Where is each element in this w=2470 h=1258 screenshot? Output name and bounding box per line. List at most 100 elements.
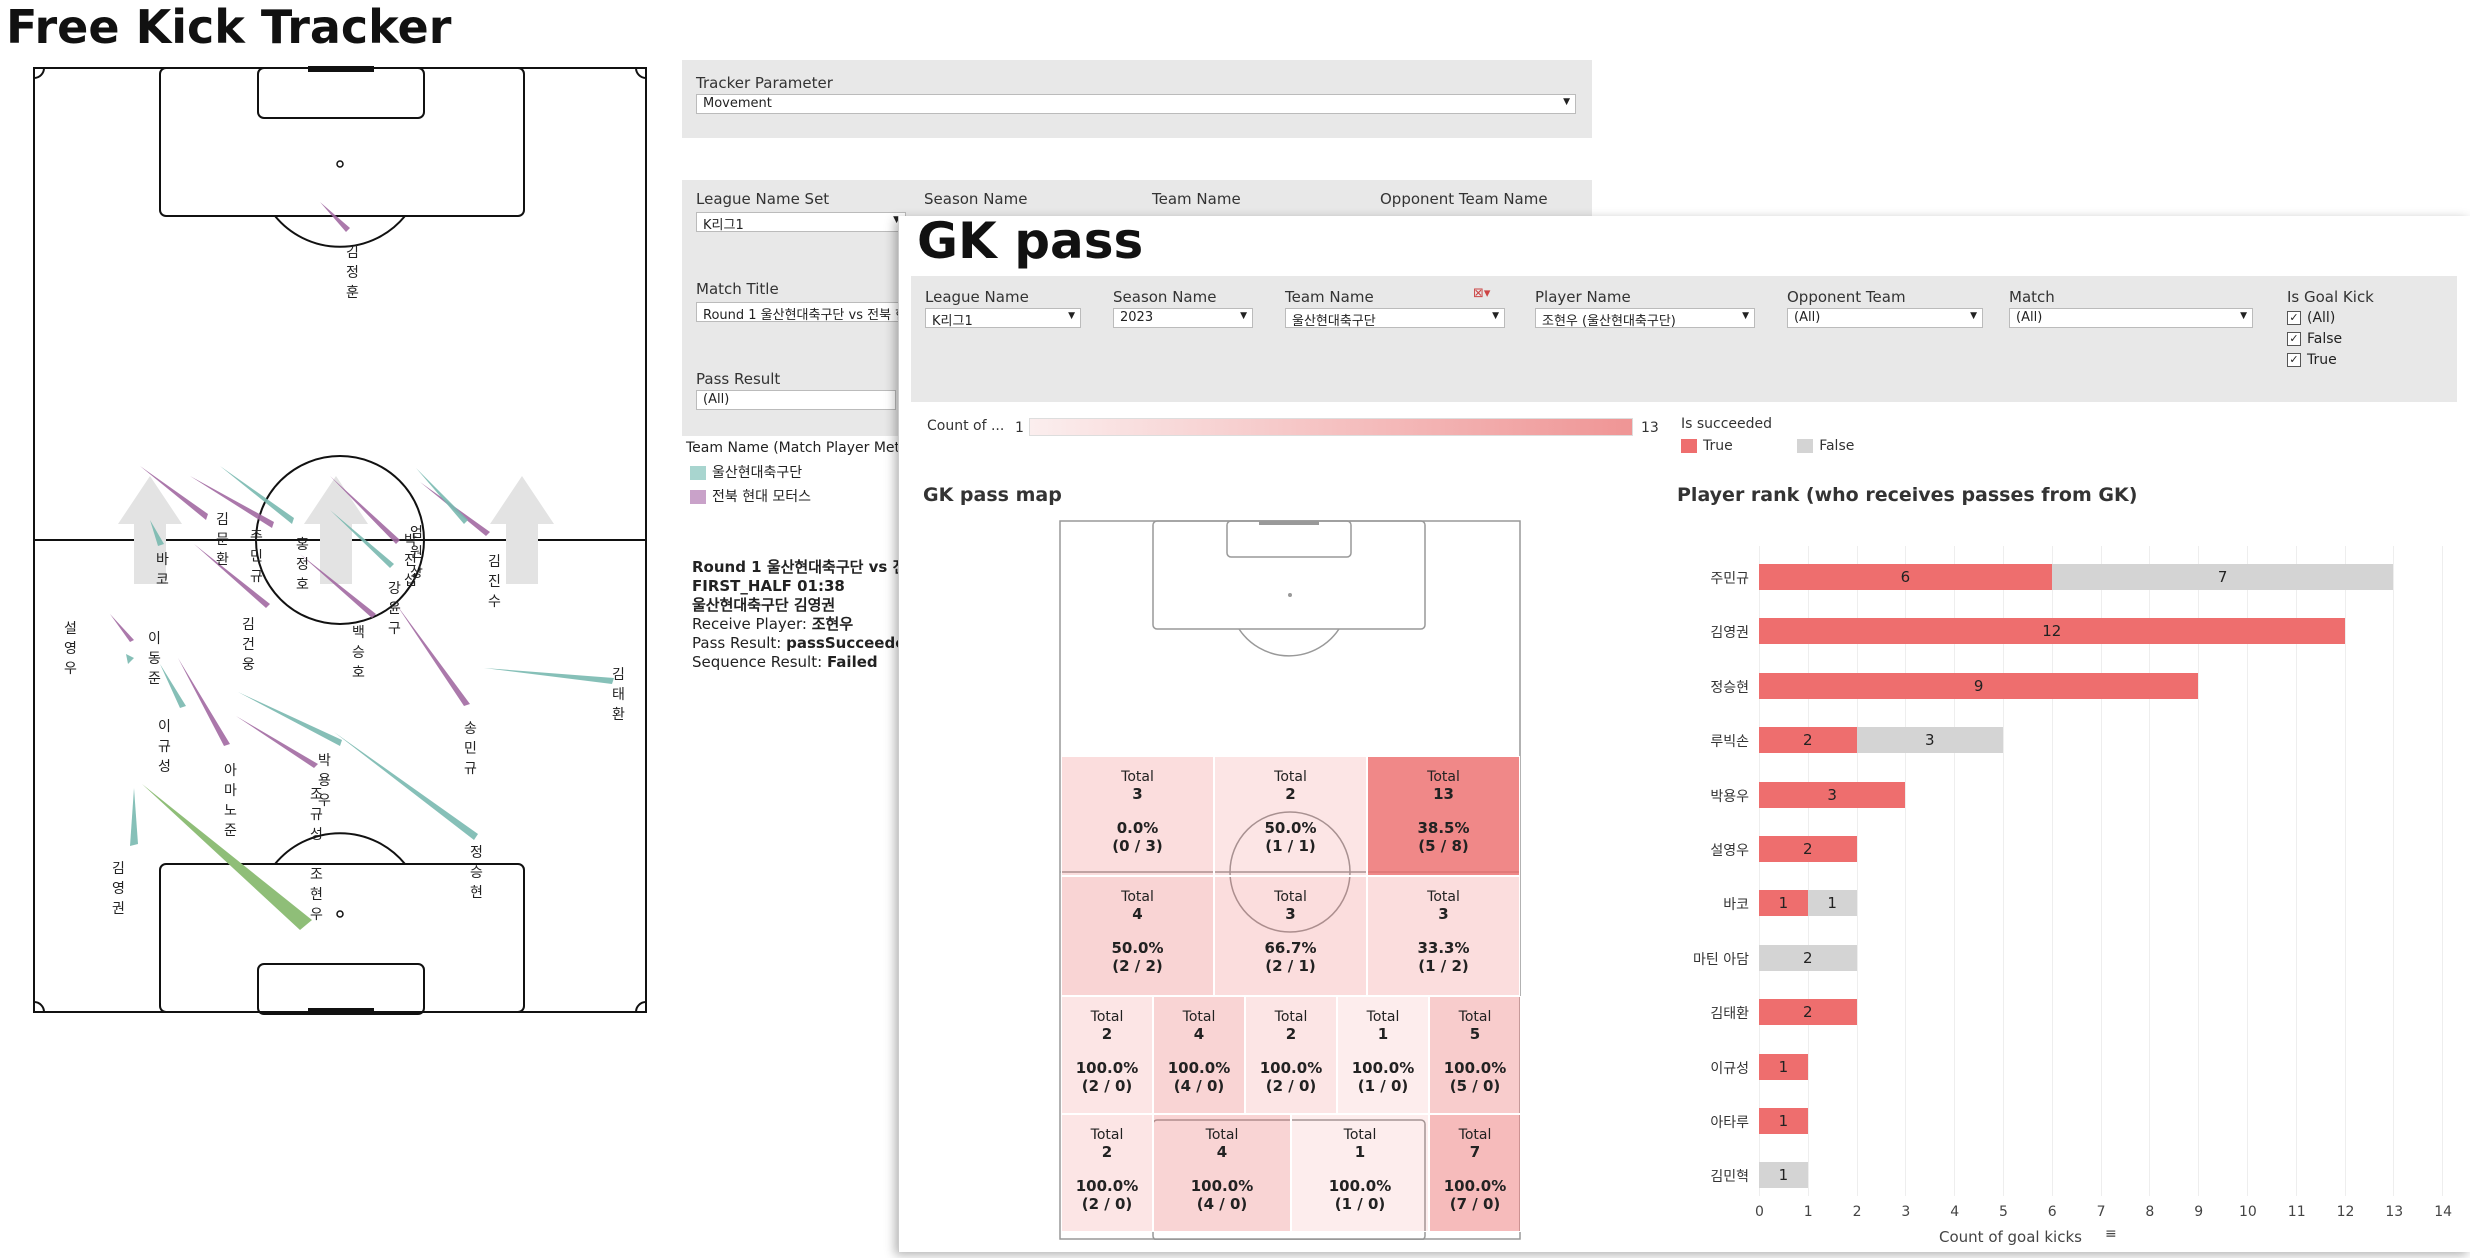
gk-season-label: Season Name xyxy=(1113,288,1217,306)
pass-zone-cell[interactable]: Total 4 100.0% (4 / 0) xyxy=(1153,996,1245,1114)
zone-total-label: Total xyxy=(1458,1009,1492,1025)
zone-total-value: 7 xyxy=(1469,1143,1481,1161)
pass-zone-cell[interactable]: Total 1 100.0% (1 / 0) xyxy=(1291,1114,1429,1232)
bar-value-label: 1 xyxy=(1778,1057,1789,1076)
rank-bar-false[interactable]: 1 xyxy=(1759,1162,1808,1189)
pass-zone-cell[interactable]: Total 2 100.0% (2 / 0) xyxy=(1245,996,1337,1114)
team-legend-item[interactable]: 전북 현대 모터스 xyxy=(690,486,896,506)
zone-total-value: 4 xyxy=(1193,1025,1205,1043)
zone-total-label: Total xyxy=(1274,769,1307,785)
player-label: 조규성 xyxy=(310,787,323,843)
pass-zone-cell[interactable]: Total 4 50.0% (2 / 2) xyxy=(1061,876,1214,996)
bar-value-label: 1 xyxy=(1778,1166,1789,1185)
rank-player-label: 마틴 아담 xyxy=(1693,951,1749,968)
zone-total-label: Total xyxy=(1458,1127,1492,1143)
player-label: 김진수 xyxy=(488,554,501,610)
clear-filter-icon[interactable]: ⊠▾ xyxy=(1473,286,1491,301)
rank-bar-true[interactable]: 1 xyxy=(1759,1053,1808,1080)
player-rank-title: Player rank (who receives passes from GK… xyxy=(1677,484,2138,506)
zone-total-label: Total xyxy=(1366,1009,1400,1025)
rank-player-label: 정승현 xyxy=(1710,679,1749,696)
rank-bar-false[interactable]: 2 xyxy=(1759,944,1857,971)
tracker-parameter-panel: Tracker Parameter Movement ▼ xyxy=(682,60,1592,138)
pass-zone-cell[interactable]: Total 2 100.0% (2 / 0) xyxy=(1061,1114,1153,1232)
gk-team-select[interactable]: 울산현대축구단 ▼ xyxy=(1285,308,1505,328)
pass-zone-cell[interactable]: Total 2 50.0% (1 / 1) xyxy=(1214,756,1367,876)
player-label: 이동준 xyxy=(148,631,161,687)
rank-bar-true[interactable]: 2 xyxy=(1759,999,1857,1026)
pass-zone-cell[interactable]: Total 5 100.0% (5 / 0) xyxy=(1429,996,1521,1114)
zone-success-ratio: (2 / 0) xyxy=(1265,1077,1317,1095)
league-name-set-select[interactable]: K리그1 ▼ xyxy=(696,212,906,232)
team-legend: Team Name (Match Player Met 울산현대축구단 전북 현… xyxy=(686,440,900,510)
gk-player-select[interactable]: 조현우 (울산현대축구단) ▼ xyxy=(1535,308,1755,328)
goal-kick-option-false[interactable]: ✓ False xyxy=(2287,329,2342,350)
team-color-swatch xyxy=(690,466,706,480)
goal-kick-option-all[interactable]: ✓ (All) xyxy=(2287,308,2342,329)
pass-zone-cell[interactable]: Total 7 100.0% (7 / 0) xyxy=(1429,1114,1521,1232)
player-label: 이규성 xyxy=(158,719,171,775)
match-title-label: Match Title xyxy=(696,280,779,298)
team-legend-title: Team Name (Match Player Met xyxy=(686,440,901,456)
pass-zone-cell[interactable]: Total 2 100.0% (2 / 0) xyxy=(1061,996,1153,1114)
rank-player-label: 바코 xyxy=(1723,897,1749,914)
rank-bar-true[interactable]: 1 xyxy=(1759,1108,1808,1134)
rank-bar-true[interactable]: 6 xyxy=(1759,564,2052,590)
gk-season-select[interactable]: 2023 ▼ xyxy=(1113,308,1253,328)
grid-line xyxy=(1856,546,1858,1196)
team-legend-item[interactable]: 울산현대축구단 xyxy=(690,462,896,482)
zone-success-pct: 100.0% xyxy=(1443,1059,1507,1077)
pass-info-panel: Round 1 울산현대축구단 vs 전북 FIRST_HALF 01:38 울… xyxy=(692,558,920,672)
rank-bar-true[interactable]: 9 xyxy=(1759,672,2199,699)
pass-zone-cell[interactable]: Total 3 66.7% (2 / 1) xyxy=(1214,876,1367,996)
gk-league-select[interactable]: K리그1 ▼ xyxy=(925,308,1081,328)
zone-success-pct: 100.0% xyxy=(1443,1177,1507,1195)
rank-bar-true[interactable]: 1 xyxy=(1759,890,1808,917)
legend-true-item[interactable]: True xyxy=(1681,438,1733,454)
pass-zone-cell[interactable]: Total 3 33.3% (1 / 2) xyxy=(1367,876,1520,996)
x-tick-label: 10 xyxy=(2239,1204,2257,1220)
zone-success-pct: 100.0% xyxy=(1190,1177,1254,1195)
gk-opponent-select[interactable]: (All) ▼ xyxy=(1787,308,1983,328)
rank-bar-false[interactable]: 7 xyxy=(2051,564,2394,590)
free-kick-pitch[interactable] xyxy=(30,64,652,1018)
zone-total-label: Total xyxy=(1121,769,1154,785)
gk-match-select[interactable]: (All) ▼ xyxy=(2009,308,2253,328)
rank-bar-false[interactable]: 3 xyxy=(1856,727,2003,754)
bar-value-label: 7 xyxy=(2217,568,2228,586)
zone-success-pct: 100.0% xyxy=(1075,1059,1139,1077)
grid-line xyxy=(2344,546,2346,1196)
rank-bar-true[interactable]: 3 xyxy=(1759,781,1906,808)
zone-success-ratio: (5 / 0) xyxy=(1449,1077,1501,1095)
rank-bar-true[interactable]: 2 xyxy=(1759,836,1857,862)
player-label: 주민규 xyxy=(250,529,263,585)
zone-total-value: 2 xyxy=(1285,1025,1297,1043)
tracker-parameter-label: Tracker Parameter xyxy=(696,74,833,92)
legend-false-item[interactable]: False xyxy=(1797,438,1854,454)
rank-bar-false[interactable]: 1 xyxy=(1807,890,1857,917)
count-legend-min: 1 xyxy=(1015,420,1024,436)
x-tick-label: 0 xyxy=(1755,1204,1764,1220)
zone-success-pct: 0.0% xyxy=(1116,819,1159,837)
rank-bar-true[interactable]: 12 xyxy=(1759,618,2345,645)
tracker-parameter-select[interactable]: Movement ▼ xyxy=(696,94,1576,114)
count-legend: Count of ... 1 13 xyxy=(927,418,1659,436)
bar-value-label: 1 xyxy=(1827,894,1837,913)
zone-total-label: Total xyxy=(1274,889,1307,905)
pass-zone-cell[interactable]: Total 1 100.0% (1 / 0) xyxy=(1337,996,1429,1114)
player-label: 엄원상 xyxy=(410,525,423,581)
sort-icon[interactable]: ≡ xyxy=(2105,1226,2117,1242)
rank-bar-true[interactable]: 2 xyxy=(1759,727,1857,754)
pass-zone-cell[interactable]: Total 3 0.0% (0 / 3) xyxy=(1061,756,1214,876)
match-title-select[interactable]: Round 1 울산현대축구단 vs 전북 현 xyxy=(696,302,916,322)
pass-zone-cell[interactable]: Total 4 100.0% (4 / 0) xyxy=(1153,1114,1291,1232)
zone-total-value: 2 xyxy=(1285,785,1296,803)
zone-success-pct: 38.5% xyxy=(1417,819,1470,837)
bar-value-label: 1 xyxy=(1778,1112,1789,1130)
goal-kick-option-true[interactable]: ✓ True xyxy=(2287,350,2342,371)
rank-player-label: 김태환 xyxy=(1710,1006,1749,1023)
pass-result-select[interactable]: (All) xyxy=(696,390,896,410)
player-label: 정승현 xyxy=(470,845,483,901)
pass-zone-cell[interactable]: Total 13 38.5% (5 / 8) xyxy=(1367,756,1520,876)
x-axis-label: Count of goal kicks xyxy=(1939,1228,2082,1246)
